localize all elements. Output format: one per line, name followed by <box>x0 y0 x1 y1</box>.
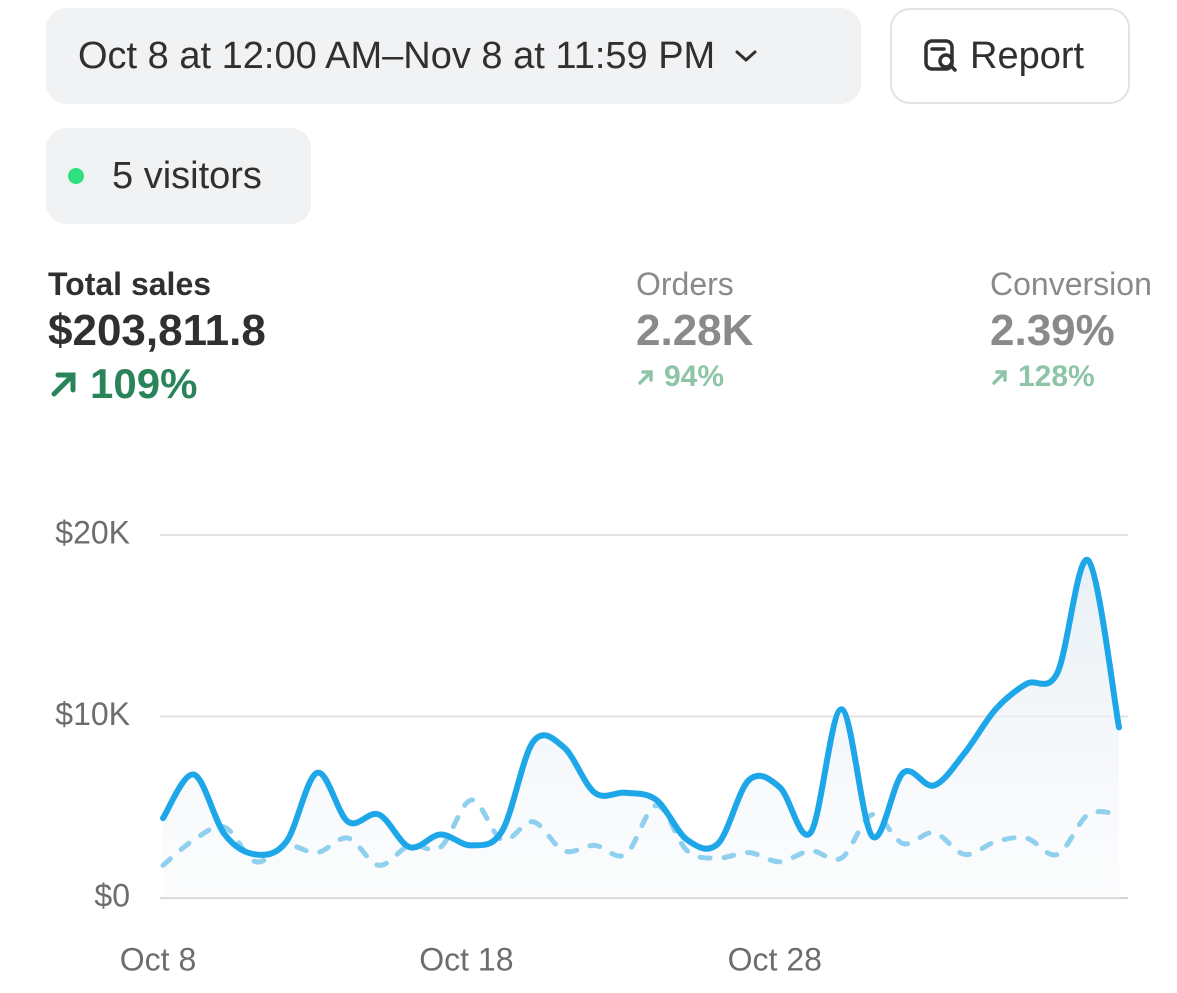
x-tick-label: Oct 8 <box>120 941 196 977</box>
arrow-icon <box>992 370 1007 385</box>
comparison-line <box>160 797 1122 868</box>
metric-change: 128% <box>990 360 1152 394</box>
chevron-icon <box>735 50 757 62</box>
metric-value: 2.39% <box>990 306 1115 355</box>
arrow-icon <box>638 370 653 385</box>
live-dot <box>68 168 84 184</box>
metric-label: Total sales <box>48 266 212 302</box>
metric-change-value: 128% <box>1018 360 1095 393</box>
report-label: Report <box>970 34 1085 77</box>
metric[interactable]: Orders 2.28K 94% <box>636 266 753 394</box>
y-tick-label: $0 <box>94 877 130 913</box>
y-tick-label: $20K <box>55 514 130 550</box>
date-range-button[interactable]: Oct 8 at 12:00 AM–Nov 8 at 11:59 PM <box>46 8 861 104</box>
metric[interactable]: Total sales $203,811.8 109% <box>48 266 266 408</box>
x-tick-label: Oct 18 <box>419 941 513 977</box>
metric-label: Orders <box>636 266 734 302</box>
sales-line <box>160 557 1122 858</box>
x-tick-label: Oct 28 <box>728 941 822 977</box>
metric-value: $203,811.8 <box>48 306 266 355</box>
visitors-badge: 5 visitors <box>46 128 311 224</box>
y-tick-label: $10K <box>55 696 130 732</box>
report-icon <box>924 39 957 72</box>
metric-change-value: 94% <box>664 360 725 393</box>
metric-label: Conversion <box>990 266 1152 302</box>
report-button[interactable]: Report <box>890 8 1130 104</box>
visitors-label: 5 visitors <box>112 154 262 197</box>
date-range: Oct 8 at 12:00 AM–Nov 8 at 11:59 PM <box>78 34 716 77</box>
metric-value: 2.28K <box>636 306 754 355</box>
arrow-icon <box>51 372 76 397</box>
area <box>163 559 1119 898</box>
metric-change: 94% <box>636 360 753 394</box>
metric-change: 109% <box>48 360 266 408</box>
metric[interactable]: Conversion 2.39% 128% <box>990 266 1152 394</box>
metric-change-value: 109% <box>90 360 198 407</box>
